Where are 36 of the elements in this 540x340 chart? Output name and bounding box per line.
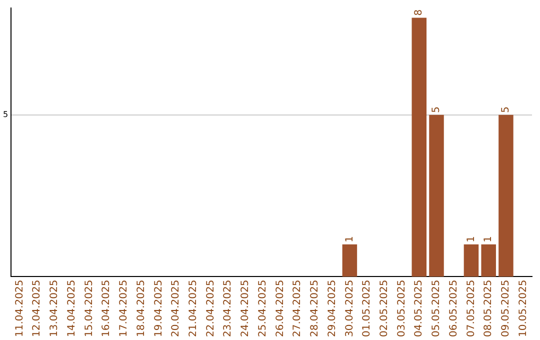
x-tick-label: 13.04.2025: [49, 280, 60, 338]
x-tick-label: 15.04.2025: [84, 280, 95, 338]
x-tick-label: 25.04.2025: [257, 280, 268, 338]
x-tick-label: 09.05.2025: [500, 280, 512, 338]
x-tick-label: 08.05.2025: [483, 280, 494, 338]
data-label: 1: [483, 236, 494, 242]
x-tick-label: 04.05.2025: [414, 280, 425, 338]
data-label: 5: [431, 106, 442, 113]
data-label: 1: [466, 236, 477, 242]
x-tick-label: 07.05.2025: [466, 280, 477, 338]
x-tick-label: 21.04.2025: [188, 280, 199, 338]
x-tick-label: 02.05.2025: [379, 280, 390, 338]
x-tick-label: 05.05.2025: [431, 280, 442, 338]
x-tick-label: 29.04.2025: [326, 280, 338, 338]
x-tick-label: 22.04.2025: [205, 280, 216, 338]
x-tick-label: 01.05.2025: [362, 280, 373, 338]
x-tick-label: 26.04.2025: [274, 280, 286, 338]
x-tick-label: 28.04.2025: [310, 280, 321, 338]
x-tick-label: 30.04.2025: [344, 280, 356, 338]
x-tick-label: 03.05.2025: [396, 280, 408, 338]
x-tick-label: 06.05.2025: [448, 280, 460, 338]
x-tick-label: 16.04.2025: [101, 280, 112, 338]
x-tick-label: 11.04.2025: [14, 280, 26, 338]
x-tick-label: 14.04.2025: [66, 280, 78, 338]
x-tick-label: 27.04.2025: [292, 280, 304, 338]
x-tick-label: 17.04.2025: [118, 280, 130, 338]
x-tick-label: 12.04.2025: [32, 280, 43, 338]
data-label: 8: [414, 9, 425, 16]
x-tick-label: 19.04.2025: [153, 280, 164, 338]
x-tick-label: 20.04.2025: [170, 280, 182, 338]
x-tick-label: 10.05.2025: [518, 280, 529, 338]
x-tick-label: 24.04.2025: [240, 280, 252, 338]
data-label: 1: [344, 236, 356, 242]
x-tick-label: 23.04.2025: [222, 280, 234, 338]
data-label: 5: [500, 106, 512, 113]
x-tick-label: 18.04.2025: [136, 280, 147, 338]
